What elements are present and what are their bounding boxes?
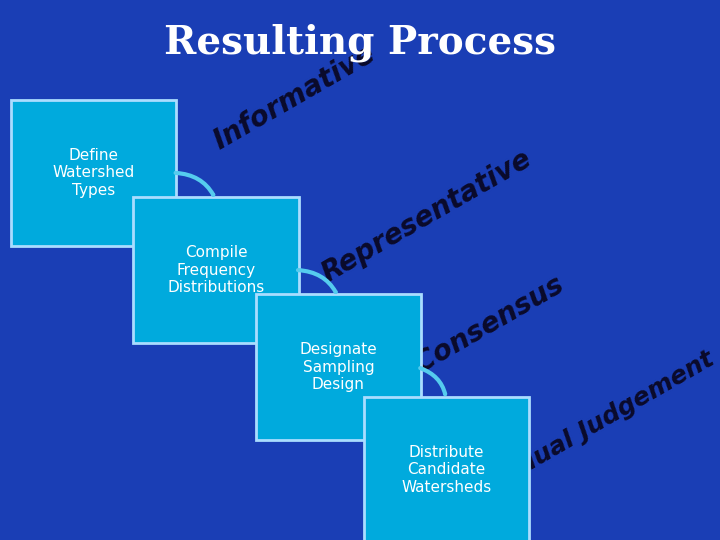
FancyBboxPatch shape	[256, 294, 421, 440]
FancyArrowPatch shape	[420, 368, 445, 394]
Text: Representative: Representative	[317, 144, 537, 288]
Text: Define
Watershed
Types: Define Watershed Types	[53, 148, 135, 198]
FancyBboxPatch shape	[364, 397, 529, 540]
FancyBboxPatch shape	[133, 197, 299, 343]
Text: Designate
Sampling
Design: Designate Sampling Design	[300, 342, 377, 392]
Text: Distribute
Candidate
Watersheds: Distribute Candidate Watersheds	[401, 445, 492, 495]
Text: Individual Judgement: Individual Judgement	[446, 347, 719, 517]
FancyBboxPatch shape	[11, 100, 176, 246]
Text: Informative: Informative	[209, 39, 381, 155]
FancyArrowPatch shape	[176, 173, 213, 195]
FancyArrowPatch shape	[298, 270, 336, 292]
Text: Compile
Frequency
Distributions: Compile Frequency Distributions	[167, 245, 265, 295]
Text: Resulting Process: Resulting Process	[164, 24, 556, 63]
Text: Consensus: Consensus	[410, 270, 569, 378]
